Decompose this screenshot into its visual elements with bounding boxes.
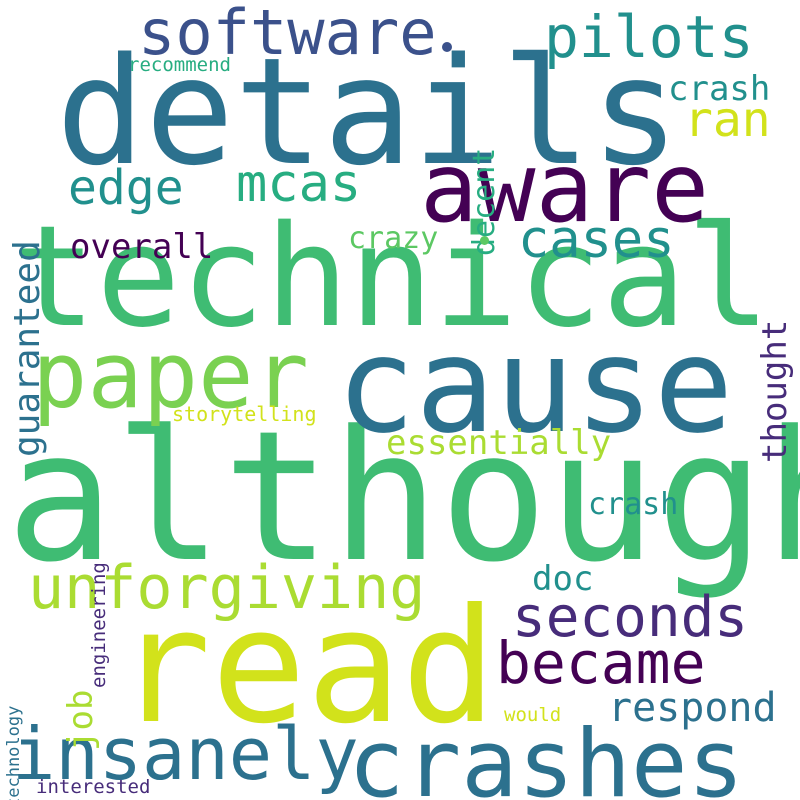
- word-crazy: crazy: [348, 221, 439, 256]
- word-paper: paper: [32, 322, 309, 429]
- word-crash-top: crash: [668, 69, 771, 109]
- word-engineering: engineering: [88, 562, 110, 688]
- word-cases: cases: [518, 210, 675, 270]
- word-technology: technology: [4, 705, 24, 800]
- word-details: details: [56, 26, 680, 198]
- word-mcas: mcas: [236, 154, 362, 214]
- word-became: became: [496, 629, 706, 697]
- word-doc: doc: [532, 559, 594, 599]
- word-technical: technical: [12, 196, 771, 359]
- dot-ornament: [442, 42, 452, 52]
- word-pilots: pilots: [544, 3, 754, 71]
- word-crash-mid: crash: [588, 487, 679, 522]
- word-thought: thought: [755, 319, 795, 463]
- word-although: although: [6, 393, 800, 602]
- word-guaranteed: guaranteed: [7, 240, 48, 457]
- word-recommend: recommend: [128, 54, 231, 76]
- word-job: job: [61, 689, 101, 751]
- word-aware: aware: [420, 132, 709, 244]
- word-storytelling: storytelling: [172, 402, 317, 426]
- dot-ornament: [480, 236, 489, 245]
- word-unforgiving: unforgiving: [28, 553, 426, 623]
- word-interested: interested: [36, 776, 151, 798]
- word-edge: edge: [68, 160, 184, 216]
- word-ran: ran: [684, 92, 771, 148]
- word-crashes: crashes: [348, 710, 745, 800]
- word-cause: cause: [336, 309, 734, 463]
- word-seconds: seconds: [512, 585, 749, 650]
- word-would: would: [504, 704, 562, 726]
- word-essentially: essentially: [386, 423, 612, 463]
- word-insanely: insanely: [12, 712, 359, 796]
- word-read: read: [116, 575, 497, 759]
- word-software: software: [138, 0, 437, 69]
- word-respond: respond: [608, 685, 777, 731]
- word-overall: overall: [70, 227, 214, 267]
